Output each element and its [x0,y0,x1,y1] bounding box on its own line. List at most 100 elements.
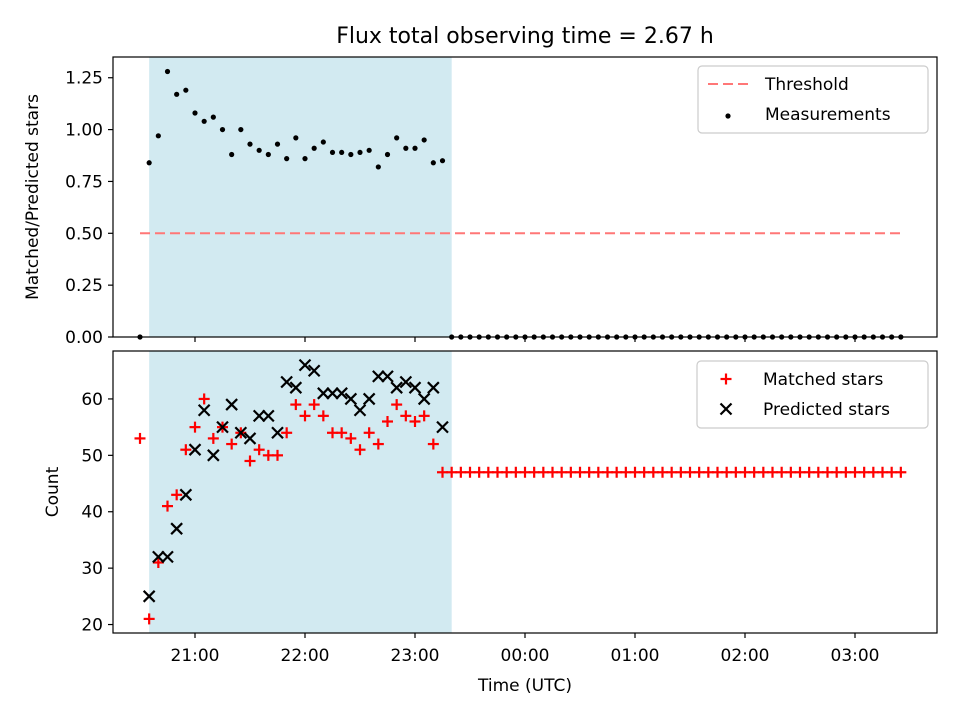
x-tick-label: 22:00 [281,646,330,666]
top-y-tick-label: 0.50 [65,224,103,244]
bottom-legend: Matched stars Predicted stars [696,360,929,429]
bottom-legend-box [696,360,929,429]
matched-star-point [418,410,430,422]
measurement-point [366,147,372,153]
predicted-star-point [436,420,449,434]
predicted-star-point [362,392,376,406]
matched-star-point [372,438,384,450]
measurement-point [348,151,354,158]
predicted-star-point [152,550,165,564]
x-axis-label: Time (UTC) [477,676,572,696]
matched-star-point [409,416,421,427]
predicted-star-point [161,550,174,564]
matched-star-point [345,432,357,444]
matched-star-point [317,410,329,422]
predicted-star-point [262,409,275,423]
measurement-point [421,137,427,143]
x-tick-label: 00:00 [501,646,550,666]
matched-star-point [253,444,265,456]
measurement-point [229,151,235,158]
measurement-point [219,126,226,133]
legend-measurements-swatch [725,113,731,119]
legend-predicted-swatch [719,402,733,416]
matched-star-point [446,466,458,478]
bottom-y-tick-label: 40 [81,503,103,523]
measurement-point [357,149,363,156]
measurement-point [430,160,436,166]
matched-star-point [473,466,485,478]
predicted-star-point [298,358,312,372]
measurement-point [155,133,161,139]
predicted-star-point [399,375,413,389]
matched-star-point [281,427,293,439]
legend-measurements-label: Measurements [765,105,891,125]
bottom-panel: 21:00 22:00 23:00 00:00 01:00 02:00 03:00 20 30… [43,350,938,696]
matched-star-point [152,557,164,568]
measurement-point [412,145,418,151]
x-tick-label: 02:00 [721,646,770,666]
bottom-plot-frame [112,350,938,634]
matched-star-point [143,613,155,625]
predicted-star-point [170,522,183,535]
legend-matched-swatch [720,373,732,385]
predicted-star-point [243,432,257,445]
predicted-star-point [197,403,211,417]
measurement-point [174,91,180,97]
predicted-star-point [427,381,440,394]
matched-star-point [162,500,173,512]
top-observing-span [149,57,452,337]
predicted-star-point [381,370,394,383]
matched-star-point [272,449,283,461]
matched-star-point [244,455,256,467]
top-y-tick-label: 1.00 [65,121,103,141]
x-tick-label: 01:00 [611,646,660,666]
matched-star-point [299,410,311,422]
measurement-point [403,145,409,151]
matched-star-point [336,427,348,439]
predicted-star-point [317,387,330,400]
measurement-point [201,118,207,124]
x-tick-label: 23:00 [391,646,440,666]
x-tick-label: 03:00 [831,646,880,666]
matched-star-point [427,438,439,450]
measurement-point [192,110,198,116]
bottom-y-axis-label: Count [43,466,63,517]
legend-threshold-label: Threshold [764,75,849,95]
matched-star-point [895,466,907,478]
top-panel: 0.00 0.25 0.50 0.75 1.00 1.25 Matched/Predict… [23,56,938,348]
predicted-star-point [326,387,339,400]
top-y-tick-label: 1.25 [65,69,103,89]
measurement-point [210,114,216,120]
predicted-star-point [207,449,220,462]
matched-star-point [290,399,302,411]
x-tick-label: 21:00 [171,646,220,666]
measurement-point [247,141,253,147]
measurement-point [311,145,317,151]
measurement-point [394,135,400,141]
matched-star-point [226,438,238,450]
measurement-point [439,158,446,164]
predicted-star-point [142,590,156,603]
measurement-point [293,135,299,141]
top-legend-box [697,65,929,134]
matched-star-point [207,432,219,444]
matched-star-point [391,399,403,411]
bottom-y-tick-label: 20 [81,616,103,636]
predicted-star-point [390,381,403,394]
matched-star-point [134,432,146,444]
measurement-point [183,87,189,93]
chart-title: Flux total observing time = 2.67 h [336,24,714,49]
top-y-tick-label: 0.25 [65,276,103,296]
top-y-tick-label: 0.00 [65,328,103,348]
legend-predicted-label: Predicted stars [763,400,890,420]
matched-star-point [363,427,375,439]
top-legend: Threshold Measurements [697,65,929,134]
top-y-axis-label: Matched/Predicted stars [23,94,43,300]
measurement-point [302,156,308,162]
measurement-point [339,149,345,156]
legend-matched-label: Matched stars [763,370,883,390]
bottom-y-tick-label: 60 [81,390,103,410]
predicted-star-point [225,398,238,411]
predicted-star-point [417,392,431,406]
